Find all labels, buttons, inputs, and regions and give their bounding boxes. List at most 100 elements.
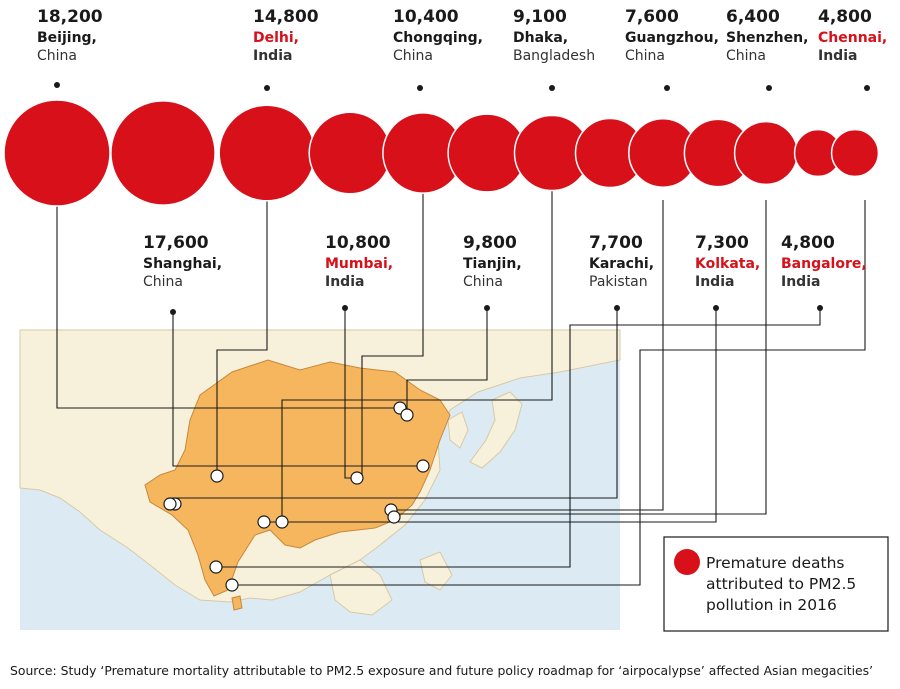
country-name: India xyxy=(695,274,734,290)
city-name: Karachi, xyxy=(589,256,654,272)
country-name: China xyxy=(393,48,433,64)
connector-shanghai xyxy=(172,310,423,467)
legend-line-1: Premature deaths xyxy=(706,554,845,572)
map-dot-karachi xyxy=(163,497,177,511)
map-dot-tianjin xyxy=(400,408,414,422)
connector-kolkata xyxy=(264,305,717,523)
connector-chennai xyxy=(232,200,866,586)
map-dot-dhaka xyxy=(275,515,289,529)
map-dot-chennai xyxy=(225,578,239,592)
value-label: 18,200 xyxy=(37,7,103,27)
label-chennai: 4,800 Chennai, India xyxy=(818,7,887,64)
legend-box xyxy=(663,536,889,632)
label-chongqing: 10,400 Chongqing, China xyxy=(393,7,483,64)
connector-chongqing xyxy=(361,190,424,478)
bubbles-group xyxy=(3,82,880,315)
city-name: Bangalore, xyxy=(781,256,867,272)
label-tianjin: 9,800 Tianjin, China xyxy=(463,233,522,290)
label-shenzhen: 6,400 Shenzhen, China xyxy=(726,7,808,64)
city-name: Mumbai, xyxy=(325,256,393,272)
label-pin-tianjin xyxy=(484,305,490,311)
label-pin-karachi xyxy=(614,305,620,311)
map-dot-delhi xyxy=(210,469,224,483)
country-name: China xyxy=(143,274,183,290)
land-southeast-asia xyxy=(329,551,453,616)
bubble-chennai xyxy=(830,128,880,178)
city-name: Shanghai, xyxy=(143,256,222,272)
country-name: India xyxy=(818,48,857,64)
legend: Premature deaths attributed to PM2.5 pol… xyxy=(663,536,889,632)
value-label: 4,800 xyxy=(818,7,872,27)
value-label: 6,400 xyxy=(726,7,780,27)
label-delhi: 14,800 Delhi, India xyxy=(253,7,319,64)
map-dot-chongqing xyxy=(350,471,364,485)
city-name: Tianjin, xyxy=(463,256,522,272)
bubble-mumbai xyxy=(308,111,392,195)
map-dot-shenzhen xyxy=(387,510,401,524)
connector-guangzhou xyxy=(391,200,664,511)
city-name: Dhaka, xyxy=(513,30,568,46)
connector-beijing xyxy=(56,200,400,409)
label-pin-guangzhou xyxy=(664,85,670,91)
city-dots xyxy=(163,401,430,592)
value-label: 7,300 xyxy=(695,233,749,253)
value-label: 9,800 xyxy=(463,233,517,253)
label-guangzhou: 7,600 Guangzhou, China xyxy=(625,7,719,64)
city-name: Beijing, xyxy=(37,30,97,46)
country-name: India xyxy=(253,48,292,64)
label-pin-dhaka xyxy=(549,85,555,91)
legend-line-2: attributed to PM2.5 xyxy=(706,575,856,593)
label-dhaka: 9,100 Dhaka, Bangladesh xyxy=(513,7,595,64)
label-pin-shanghai xyxy=(170,309,176,315)
label-pin-beijing xyxy=(54,82,60,88)
city-name: Chongqing, xyxy=(393,30,483,46)
connector-tianjin xyxy=(406,310,488,415)
value-label: 4,800 xyxy=(781,233,835,253)
label-pin-bangalore xyxy=(817,305,823,311)
country-name: India xyxy=(781,274,820,290)
connector-dhaka xyxy=(281,188,553,522)
map-dot-shanghai xyxy=(416,459,430,473)
map-dot-bangalore xyxy=(209,560,223,574)
land-china-india xyxy=(144,359,451,597)
label-beijing: 18,200 Beijing, China xyxy=(37,7,103,64)
legend-line-3: pollution in 2016 xyxy=(706,596,837,614)
value-label: 10,400 xyxy=(393,7,459,27)
label-mumbai: 10,800 Mumbai, India xyxy=(325,233,393,290)
country-name: Bangladesh xyxy=(513,48,595,64)
value-label: 10,800 xyxy=(325,233,391,253)
label-karachi: 7,700 Karachi, Pakistan xyxy=(589,233,654,290)
label-pin-shenzhen xyxy=(766,85,772,91)
city-labels: 18,200Beijing,China17,600Shanghai,China1… xyxy=(37,7,887,290)
bubble-shanghai xyxy=(110,100,216,206)
label-pin-chongqing xyxy=(417,85,423,91)
source-note: Source: Study ‘Premature mortality attri… xyxy=(10,663,873,678)
map-dot-kolkata xyxy=(257,515,271,529)
city-name: Guangzhou, xyxy=(625,30,719,46)
bubble-beijing xyxy=(3,99,111,207)
label-pin-mumbai xyxy=(342,305,348,311)
connector-bangalore xyxy=(216,305,821,568)
label-kolkata: 7,300 Kolkata, India xyxy=(695,233,760,290)
legend-bubble-icon xyxy=(674,549,700,575)
city-name: Kolkata, xyxy=(695,256,760,272)
value-label: 14,800 xyxy=(253,7,319,27)
connector-delhi xyxy=(216,200,268,476)
country-name: China xyxy=(625,48,665,64)
city-name: Shenzhen, xyxy=(726,30,808,46)
country-name: China xyxy=(463,274,503,290)
value-label: 9,100 xyxy=(513,7,567,27)
land-japan-korea xyxy=(447,391,523,469)
country-name: India xyxy=(325,274,364,290)
value-label: 7,600 xyxy=(625,7,679,27)
city-name: Chennai, xyxy=(818,30,887,46)
country-name: China xyxy=(726,48,766,64)
land-sri-lanka xyxy=(231,595,243,611)
label-bangalore: 4,800 Bangalore, India xyxy=(781,233,867,290)
label-pin-delhi xyxy=(264,85,270,91)
label-shanghai: 17,600 Shanghai, China xyxy=(143,233,222,290)
bubble-shenzhen xyxy=(733,120,799,186)
country-name: Pakistan xyxy=(589,274,648,290)
